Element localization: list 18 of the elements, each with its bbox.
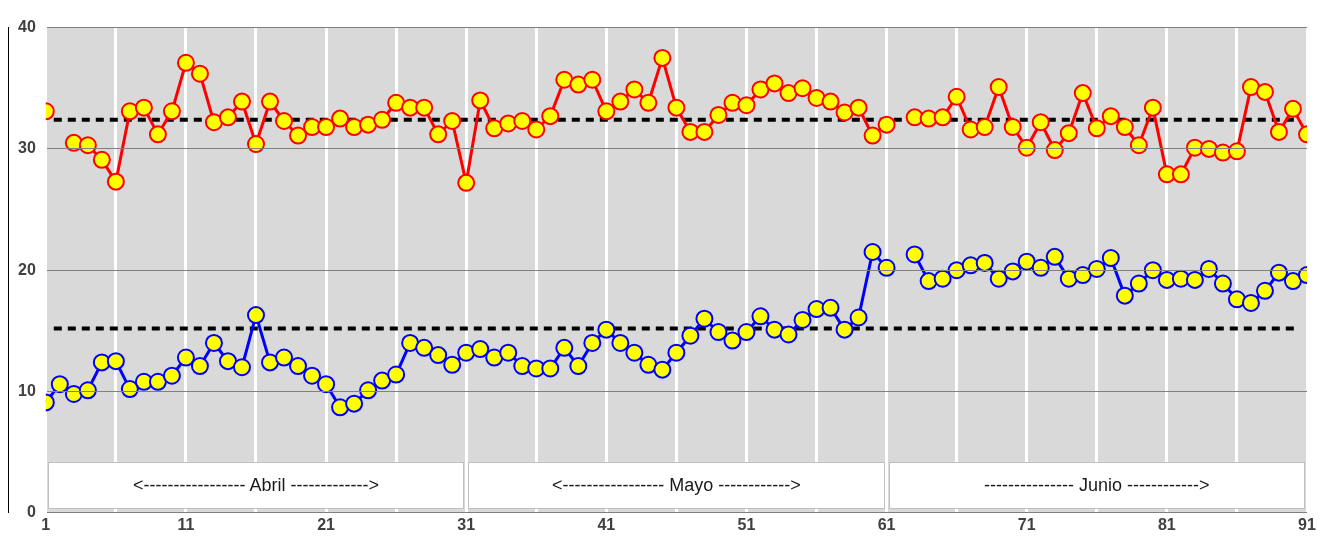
x-tick-label: 11 xyxy=(177,515,195,533)
x-tick-label: 91 xyxy=(1298,515,1316,533)
x-tick-label: 51 xyxy=(737,515,756,533)
annotation: <----------------- Abril -------------> xyxy=(133,474,379,496)
y-tick-label: 10 xyxy=(18,381,36,399)
annotation: <----------------- Mayo ------------> xyxy=(551,474,801,496)
x-tick-label: 61 xyxy=(877,515,896,533)
annotation: --------------- Junio ------------> xyxy=(984,474,1210,496)
y-tick-label: 40 xyxy=(18,18,36,36)
y-tick-label: 0 xyxy=(26,503,36,521)
x-tick-label: 71 xyxy=(1017,515,1036,533)
x-tick-label: 31 xyxy=(457,515,476,533)
y-tick-label: 30 xyxy=(18,139,36,157)
x-tick-label: 1 xyxy=(41,515,51,533)
x-tick-label: 21 xyxy=(317,515,336,533)
x-tick-label: 81 xyxy=(1157,515,1176,533)
y-tick-label: 20 xyxy=(18,260,36,278)
x-tick-label: 41 xyxy=(597,515,616,533)
